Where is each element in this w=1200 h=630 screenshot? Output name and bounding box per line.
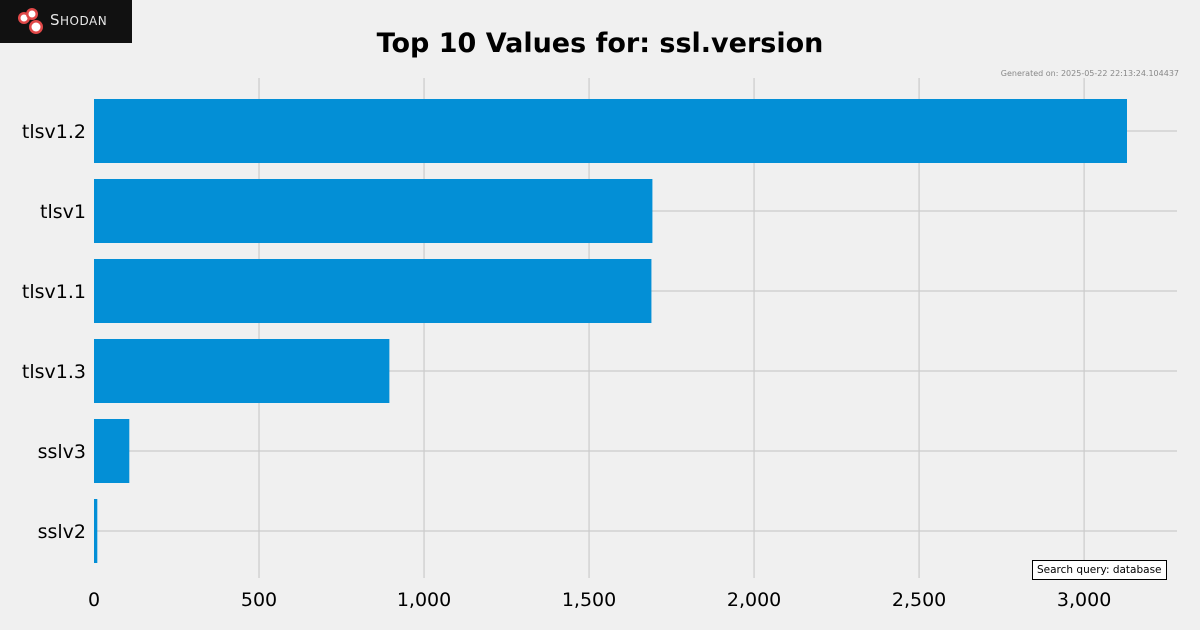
logo-wordmark: SHODAN bbox=[50, 11, 108, 29]
x-tick-label: 0 bbox=[88, 589, 100, 611]
category-label: tlsv1.1 bbox=[22, 281, 86, 303]
x-tick-label: 1,000 bbox=[397, 589, 451, 611]
shodan-logo-icon bbox=[18, 8, 43, 34]
x-tick-label: 3,000 bbox=[1057, 589, 1111, 611]
x-tick-label: 2,000 bbox=[727, 589, 781, 611]
generated-timestamp: Generated on: 2025-05-22 22:13:24.104437 bbox=[1000, 69, 1179, 78]
bar bbox=[94, 179, 653, 243]
x-tick-label: 1,500 bbox=[562, 589, 616, 611]
x-tick-label: 2,500 bbox=[892, 589, 946, 611]
chart-title: Top 10 Values for: ssl.version bbox=[376, 28, 824, 59]
search-query-label: Search query: database bbox=[1032, 560, 1167, 580]
category-label: tlsv1 bbox=[40, 201, 86, 223]
category-label: sslv2 bbox=[38, 521, 86, 543]
x-tick-label: 500 bbox=[241, 589, 277, 611]
category-label: tlsv1.3 bbox=[22, 361, 86, 383]
bar bbox=[94, 499, 98, 563]
category-label: sslv3 bbox=[38, 441, 86, 463]
bar bbox=[94, 99, 1127, 163]
bar bbox=[94, 259, 652, 323]
bar bbox=[94, 419, 130, 483]
bar bbox=[94, 339, 390, 403]
category-label: tlsv1.2 bbox=[22, 121, 86, 143]
shodan-logo: SHODAN bbox=[0, 0, 132, 43]
